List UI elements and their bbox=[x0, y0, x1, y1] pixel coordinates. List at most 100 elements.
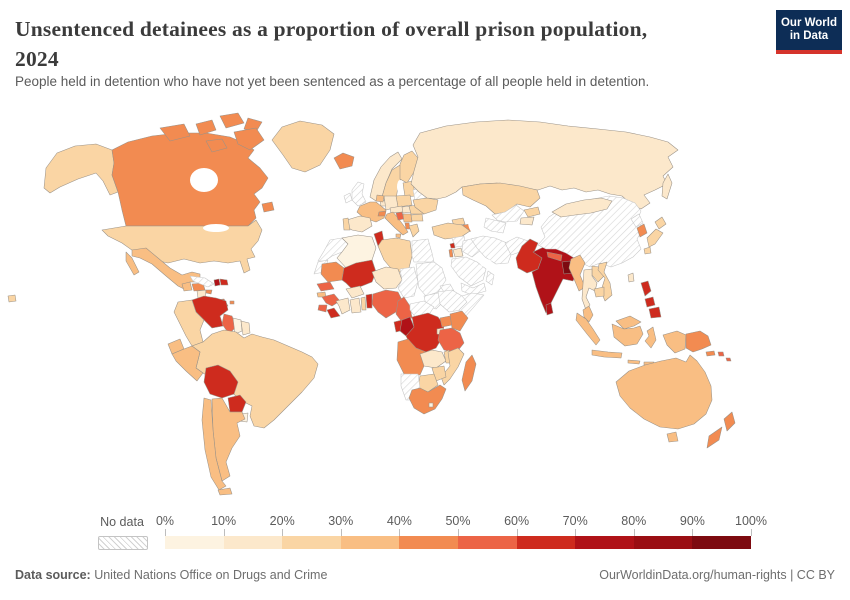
country-uzbekistan[interactable] bbox=[491, 204, 525, 223]
country-kenya[interactable] bbox=[449, 310, 469, 332]
country-malaysia[interactable] bbox=[582, 305, 594, 323]
country-canada[interactable] bbox=[233, 127, 265, 151]
country-indonesia[interactable] bbox=[611, 323, 644, 347]
country-bolivia[interactable] bbox=[203, 364, 239, 399]
country-japan[interactable] bbox=[643, 246, 652, 255]
country-papua-new-guinea[interactable] bbox=[685, 330, 712, 353]
country-lesotho[interactable] bbox=[428, 402, 434, 408]
country-philippines[interactable] bbox=[648, 306, 662, 319]
country-bulgaria[interactable] bbox=[410, 213, 424, 222]
country-burkina-faso[interactable] bbox=[345, 285, 365, 299]
country-jamaica[interactable] bbox=[205, 289, 213, 295]
country-malaysia[interactable] bbox=[615, 315, 642, 330]
country-portugal[interactable] bbox=[342, 217, 351, 231]
country-jordan[interactable] bbox=[452, 247, 464, 258]
country-japan[interactable] bbox=[646, 228, 664, 248]
country-tanzania[interactable] bbox=[437, 327, 465, 354]
country-united-kingdom[interactable] bbox=[351, 181, 367, 207]
country-guyana[interactable] bbox=[221, 313, 237, 335]
country-poland[interactable] bbox=[395, 194, 413, 208]
country-papua-new-guinea[interactable] bbox=[705, 350, 716, 357]
country-australia[interactable] bbox=[615, 354, 713, 430]
country-canada[interactable] bbox=[159, 123, 191, 142]
country-new-zealand[interactable] bbox=[706, 426, 723, 449]
credit-link[interactable]: OurWorldinData.org/human-rights | CC BY bbox=[599, 568, 835, 582]
country-zambia[interactable] bbox=[419, 349, 447, 369]
country-philippines[interactable] bbox=[640, 280, 652, 297]
country-dominican-republic[interactable] bbox=[219, 278, 229, 286]
country-greece[interactable] bbox=[408, 223, 420, 238]
country-iran[interactable] bbox=[470, 235, 512, 265]
country-nigeria[interactable] bbox=[371, 289, 403, 319]
country-italy[interactable] bbox=[384, 211, 409, 236]
country-indonesia[interactable] bbox=[591, 349, 623, 359]
country-sudan[interactable] bbox=[415, 261, 447, 297]
country-niger[interactable] bbox=[371, 266, 403, 290]
country-canada[interactable] bbox=[261, 201, 275, 213]
country-mozambique[interactable] bbox=[440, 347, 465, 386]
country-sierra-leone[interactable] bbox=[317, 304, 328, 313]
country-kyrgyzstan[interactable] bbox=[523, 206, 541, 218]
country-somalia[interactable] bbox=[458, 292, 485, 319]
country-mali[interactable] bbox=[341, 259, 377, 290]
country-madagascar[interactable] bbox=[461, 354, 477, 392]
country-senegal[interactable] bbox=[316, 281, 335, 292]
country-philippines[interactable] bbox=[644, 296, 656, 308]
country-mongolia[interactable] bbox=[551, 197, 613, 218]
country-south-africa[interactable] bbox=[408, 384, 447, 415]
country-turkmenistan[interactable] bbox=[483, 217, 507, 234]
country-canada[interactable] bbox=[219, 112, 245, 129]
country-cote-divoire[interactable] bbox=[335, 297, 351, 315]
country-cuba[interactable] bbox=[189, 275, 215, 288]
country-indonesia[interactable] bbox=[627, 359, 641, 365]
country-egypt[interactable] bbox=[411, 238, 435, 263]
country-suriname[interactable] bbox=[232, 317, 243, 335]
country-guatemala[interactable] bbox=[181, 281, 193, 292]
country-myanmar[interactable] bbox=[568, 254, 586, 292]
country-drc[interactable] bbox=[405, 312, 445, 353]
country-uganda[interactable] bbox=[439, 315, 453, 328]
country-united-states[interactable] bbox=[101, 219, 263, 274]
country-sri-lanka[interactable] bbox=[545, 302, 554, 316]
country-canada[interactable] bbox=[205, 138, 228, 153]
country-chad[interactable] bbox=[397, 266, 419, 299]
country-oman[interactable] bbox=[485, 270, 495, 286]
country-new-zealand[interactable] bbox=[723, 411, 736, 432]
country-canada[interactable] bbox=[111, 132, 269, 227]
country-mauritania[interactable] bbox=[320, 261, 345, 283]
country-kazakhstan[interactable] bbox=[461, 182, 541, 215]
country-iceland[interactable] bbox=[333, 152, 355, 170]
country-serbia[interactable] bbox=[402, 213, 413, 223]
country-australia[interactable] bbox=[666, 431, 679, 443]
country-indonesia[interactable] bbox=[644, 326, 657, 349]
country-greenland[interactable] bbox=[271, 120, 335, 173]
country-united-states[interactable] bbox=[43, 143, 119, 196]
country-liberia[interactable] bbox=[326, 307, 341, 319]
country-togo[interactable] bbox=[360, 296, 367, 311]
country-guinea[interactable] bbox=[321, 293, 341, 307]
country-saudi-arabia[interactable] bbox=[450, 256, 487, 287]
country-benin[interactable] bbox=[365, 293, 373, 309]
country-indonesia[interactable] bbox=[662, 330, 687, 354]
country-north-korea[interactable] bbox=[630, 213, 644, 228]
country-mexico[interactable] bbox=[125, 251, 140, 276]
country-south-korea[interactable] bbox=[636, 223, 648, 238]
country-trinidad-and-tobago[interactable] bbox=[229, 300, 235, 305]
country-nepal[interactable] bbox=[546, 251, 563, 262]
country-solomon-islands[interactable] bbox=[717, 351, 725, 357]
country-japan[interactable] bbox=[654, 216, 667, 230]
country-thailand[interactable] bbox=[581, 268, 598, 311]
country-russia[interactable] bbox=[410, 119, 679, 210]
country-haiti[interactable] bbox=[213, 278, 221, 287]
country-chile[interactable] bbox=[201, 397, 227, 491]
country-switzerland[interactable] bbox=[377, 210, 387, 217]
country-indonesia[interactable] bbox=[575, 312, 601, 346]
country-solomon-islands[interactable] bbox=[725, 357, 732, 362]
country-libya[interactable] bbox=[377, 237, 413, 273]
country-russia[interactable] bbox=[661, 173, 673, 200]
country-paraguay[interactable] bbox=[227, 394, 247, 413]
country-united-states[interactable] bbox=[7, 294, 17, 303]
country-french-guiana[interactable] bbox=[240, 320, 251, 336]
country-netherlands[interactable] bbox=[375, 194, 385, 203]
country-argentina[interactable] bbox=[217, 487, 233, 496]
